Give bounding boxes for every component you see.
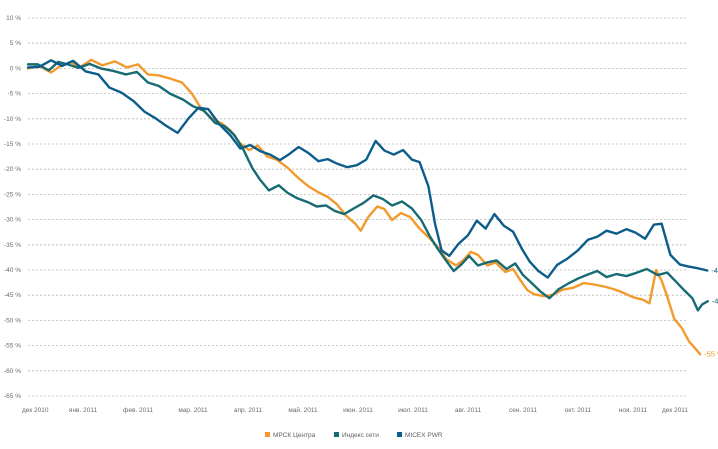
y-tick-label: -5 %: [8, 91, 22, 98]
series-end-label-2: -47 %: [712, 297, 718, 306]
legend-swatch: [334, 432, 339, 437]
y-tick-label: -45 %: [4, 292, 21, 299]
legend-label: MICEX PWR: [405, 432, 443, 439]
series-end-label-3: -40 %: [711, 266, 718, 275]
x-tick-label: сен. 2011: [509, 407, 537, 414]
series-line-3: [26, 59, 709, 279]
y-tick-label: -35 %: [4, 242, 21, 249]
series-end-label-1: -55 %: [704, 350, 718, 359]
x-tick-label: дек 2010: [22, 407, 49, 414]
y-tick-label: -60 %: [4, 368, 21, 375]
x-tick-label: мар. 2011: [178, 407, 208, 414]
x-tick-label: окт. 2011: [565, 407, 592, 414]
y-tick-label: -65 %: [4, 393, 21, 400]
x-tick-label: апр. 2011: [234, 407, 263, 414]
y-tick-label: 0 %: [10, 65, 21, 72]
y-tick-label: -20 %: [4, 166, 21, 173]
legend-label: Индекс сети: [342, 432, 379, 439]
x-tick-label: авг. 2011: [455, 407, 482, 414]
y-tick-label: -40 %: [4, 267, 21, 274]
series-line-2: [26, 60, 709, 312]
x-tick-label: июн. 2011: [343, 407, 373, 414]
x-tick-label: фев. 2011: [123, 407, 153, 414]
y-tick-label: -30 %: [4, 217, 21, 224]
x-tick-label: дек 2011: [662, 407, 688, 414]
legend-swatch: [265, 432, 270, 437]
legend-swatch: [397, 432, 402, 437]
x-tick-label: май. 2011: [288, 406, 318, 414]
y-tick-label: -10 %: [4, 116, 21, 123]
y-tick-label: 10 %: [6, 15, 21, 22]
x-tick-label: июл. 2011: [398, 407, 428, 414]
x-tick-label: янв. 2011: [69, 407, 98, 414]
y-tick-label: -50 %: [4, 317, 21, 324]
y-tick-label: -15 %: [4, 141, 21, 148]
series-line-1: [26, 58, 702, 356]
y-tick-label: 5 %: [10, 40, 21, 47]
legend-label: МРСК Центра: [273, 432, 316, 439]
y-tick-label: -25 %: [4, 191, 21, 198]
y-tick-label: -55 %: [4, 343, 21, 350]
x-tick-label: ноя. 2011: [619, 407, 648, 414]
